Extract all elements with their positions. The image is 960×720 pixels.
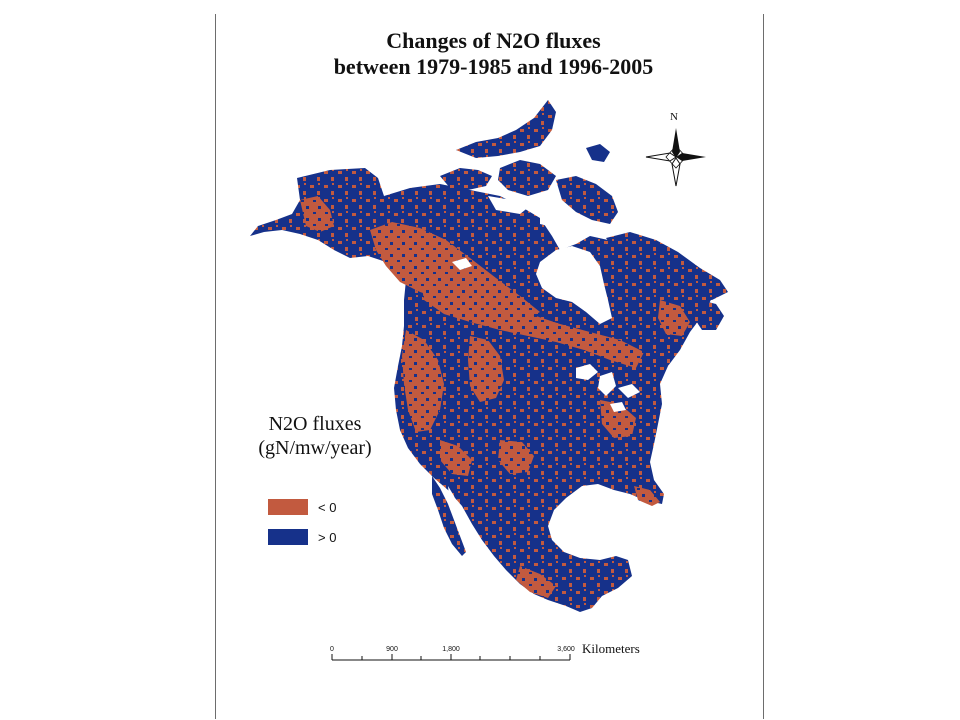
newfoundland <box>694 300 724 330</box>
gulf-of-california <box>448 486 468 538</box>
great-lakes-1 <box>576 364 598 380</box>
legend-swatch-negative <box>268 499 308 515</box>
map-title-line1: Changes of N2O fluxes <box>386 28 601 53</box>
arctic-islands-west <box>440 168 492 190</box>
neg-zone-florida <box>634 486 660 506</box>
neg-zone-boreal <box>420 276 644 368</box>
labrador-quebec <box>606 232 728 300</box>
baffin-island <box>556 176 618 224</box>
hudson-bay <box>536 246 612 324</box>
neg-zone-rockies <box>402 330 444 432</box>
scale-tick-label: 3,600 <box>557 646 575 653</box>
legend-title: N2O fluxes (gN/mw/year) <box>245 412 385 460</box>
scale-tick-label: 1,800 <box>442 646 460 653</box>
legend-label-negative: < 0 <box>318 499 337 515</box>
neg-zone-texas <box>498 440 534 474</box>
legend-label-positive: > 0 <box>318 529 337 545</box>
neg-zone-great-plains <box>468 336 504 402</box>
map-title: Changes of N2O fluxes between 1979-1985 … <box>215 28 762 80</box>
scale-tick-label: 0 <box>330 646 334 653</box>
scale-bar <box>331 654 571 661</box>
scale-unit-label: Kilometers <box>582 641 640 656</box>
legend-item-positive: > 0 <box>268 529 336 545</box>
great-slave-lake <box>452 258 472 270</box>
north-arrow-icon <box>645 128 706 187</box>
neg-zone-west-canada <box>370 222 540 322</box>
legend-title-line1: N2O fluxes <box>268 413 362 435</box>
great-lakes-4 <box>610 402 626 412</box>
legend-title-line2: (gN/mw/year) <box>258 437 372 459</box>
water-bodies <box>448 196 650 548</box>
neg-zone-alaska <box>300 196 334 232</box>
arctic-channel-2 <box>540 212 572 228</box>
arctic-channel-1 <box>488 196 530 214</box>
map-title-line2: between 1979-1985 and 1996-2005 <box>333 54 654 79</box>
arctic-islands-central <box>498 160 556 196</box>
arctic-islands-north <box>456 100 556 158</box>
negative-change-zones <box>300 196 690 598</box>
great-lakes-3 <box>618 384 640 398</box>
north-arrow-label: N <box>670 111 678 123</box>
north-america-map <box>250 100 728 661</box>
gulf-of-mexico <box>556 494 650 548</box>
neg-zone-east <box>600 400 636 438</box>
baja-california <box>432 476 466 556</box>
neg-zone-southwest <box>440 440 472 476</box>
legend-item-negative: < 0 <box>268 499 336 515</box>
neg-zone-mexico <box>516 566 556 598</box>
greenland-tip <box>586 144 610 162</box>
neg-zone-quebec <box>658 300 690 336</box>
great-lakes-2 <box>598 372 616 396</box>
legend-swatch-positive <box>268 529 308 545</box>
scale-tick-label: 900 <box>386 646 398 653</box>
